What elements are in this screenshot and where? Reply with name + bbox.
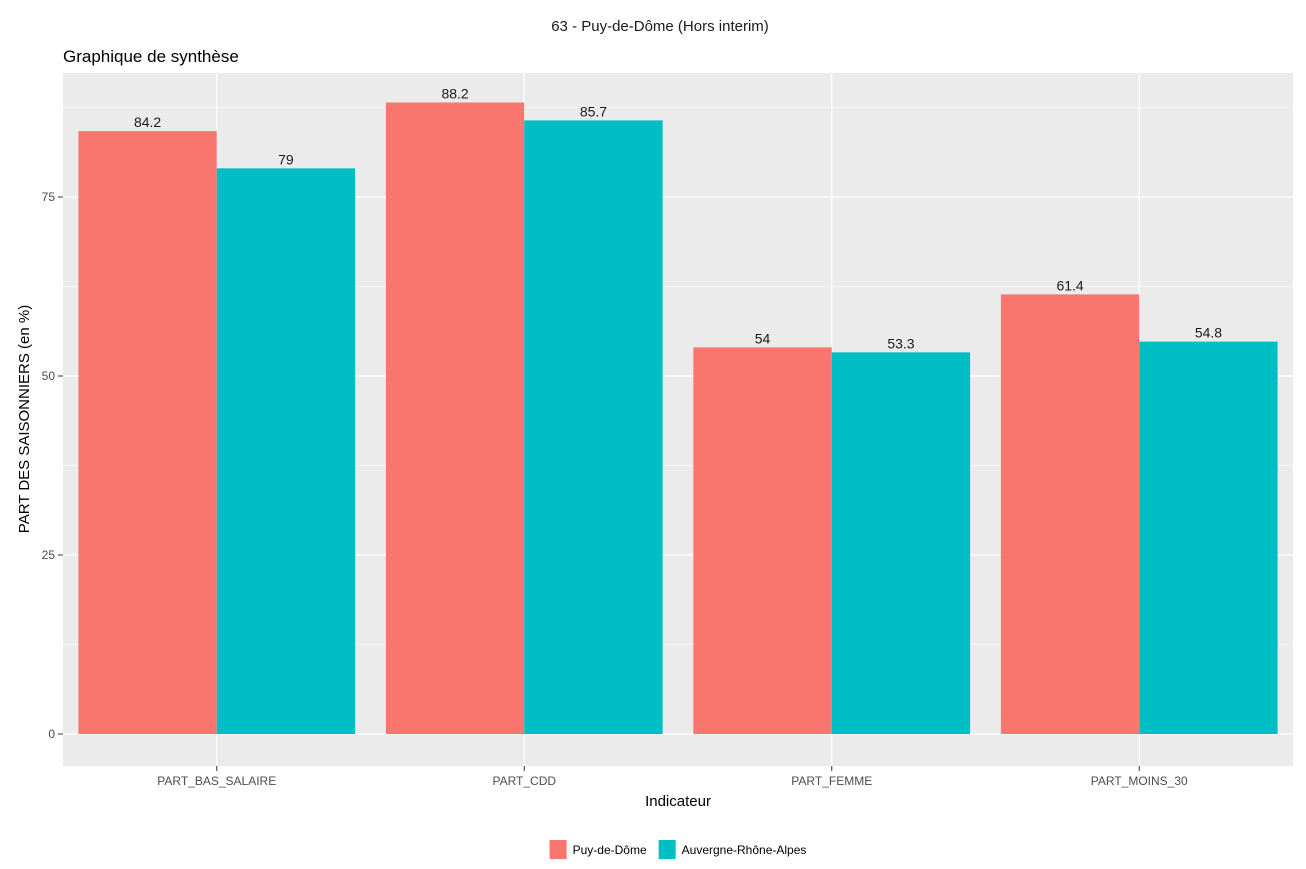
x-axis-title: Indicateur (645, 793, 711, 810)
legend-label: Auvergne-Rhône-Alpes (682, 843, 807, 857)
bar-value-label: 53.3 (887, 335, 914, 351)
bar (831, 352, 971, 734)
bar-value-label: 85.7 (580, 103, 607, 119)
bar (1139, 341, 1278, 734)
x-axis: PART_BAS_SALAIRE PART_CDD PART_FEMME PART_M… (157, 766, 1188, 788)
y-tick-label: 25 (42, 548, 56, 562)
y-tick-label: 75 (42, 190, 56, 204)
y-axis: 0 25 50 75 (42, 190, 63, 741)
bar-value-label: 88.2 (441, 85, 468, 101)
bar (1000, 294, 1140, 734)
legend-key (658, 840, 676, 859)
y-axis-title: PART DES SAISONNIERS (en %) (16, 305, 33, 533)
x-tick-label: PART_MOINS_30 (1091, 774, 1188, 788)
x-tick-label: PART_CDD (492, 774, 556, 788)
bar (216, 168, 356, 735)
legend: Puy-de-Dôme Auvergne-Rhône-Alpes (549, 840, 807, 859)
x-tick-label: PART_BAS_SALAIRE (157, 774, 276, 788)
bar-value-label: 61.4 (1056, 277, 1083, 293)
bars-group (78, 102, 1278, 735)
bar (693, 347, 832, 734)
legend-key (549, 840, 567, 859)
legend-label: Puy-de-Dôme (573, 843, 647, 857)
bar-value-label: 54.8 (1195, 325, 1222, 341)
bar-value-label: 79 (278, 151, 294, 167)
chart-subtitle: Graphique de synthèse (63, 47, 239, 66)
chart-title: 63 - Puy-de-Dôme (Hors interim) (551, 18, 769, 35)
y-tick-label: 0 (48, 727, 55, 741)
bar (78, 131, 217, 735)
value-labels-group: 84.2 79 88.2 85.7 54 53.3 61.4 54.8 (134, 85, 1222, 351)
y-tick-label: 50 (42, 369, 56, 383)
bar (385, 102, 525, 735)
bar (524, 120, 663, 734)
x-tick-label: PART_FEMME (791, 774, 872, 788)
bar-value-label: 54 (755, 330, 771, 346)
bar-value-label: 84.2 (134, 114, 161, 130)
